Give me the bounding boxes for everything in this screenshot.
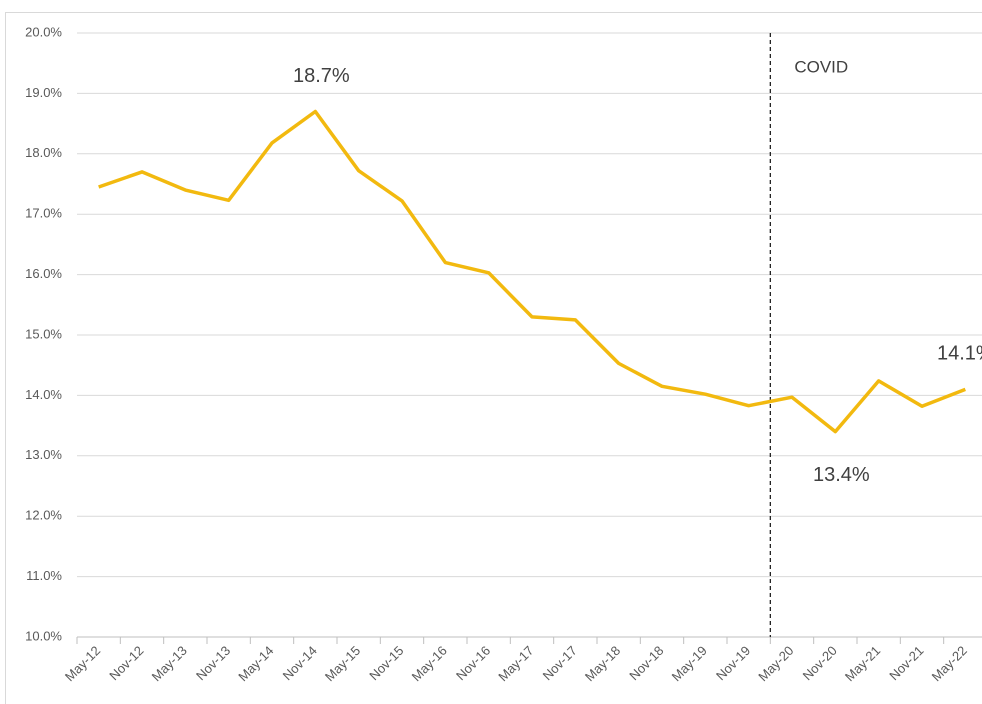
x-tick-label: Nov-12 [106,643,146,683]
x-tick-label: May-18 [582,643,623,684]
chart-border [5,12,982,704]
x-tick-label: Nov-14 [280,643,320,683]
y-tick-label: 19.0% [25,85,62,100]
x-tick-label: May-17 [495,643,536,684]
data-line [98,109,966,434]
y-tick-label: 13.0% [25,447,62,462]
x-tick-label: May-13 [149,643,190,684]
y-tick-label: 17.0% [25,206,62,221]
x-tick-label: Nov-18 [626,643,666,683]
x-tick-label: May-16 [409,643,450,684]
x-tick-label: Nov-16 [453,643,493,683]
y-tick-label: 14.0% [25,387,62,402]
y-tick-label: 10.0% [25,628,62,643]
x-tick-label: Nov-20 [800,643,840,683]
x-tick-label: Nov-17 [540,643,580,683]
x-tick-label: May-19 [669,643,710,684]
y-tick-label: 11.0% [26,568,62,583]
x-tick-label: May-14 [235,643,276,684]
y-tick-label: 12.0% [25,508,62,523]
y-tick-label: 15.0% [25,326,62,341]
x-tick-label: Nov-19 [713,643,753,683]
data-label: 14.1% [937,343,982,365]
x-tick-label: Nov-13 [193,643,233,683]
y-tick-label: 18.0% [25,145,62,160]
x-tick-label: May-20 [755,643,796,684]
x-tick-label: May-12 [62,643,103,684]
y-tick-label: 20.0% [25,24,62,39]
x-tick-label: Nov-15 [366,643,406,683]
y-tick-label: 16.0% [25,266,62,281]
x-tick-label: May-22 [929,643,970,684]
annotation-text: COVID [794,57,848,76]
data-label: 18.7% [293,65,350,87]
x-tick-label: Nov-21 [886,643,926,683]
data-label: 13.4% [813,464,870,486]
x-tick-label: May-21 [842,643,883,684]
x-tick-label: May-15 [322,643,363,684]
